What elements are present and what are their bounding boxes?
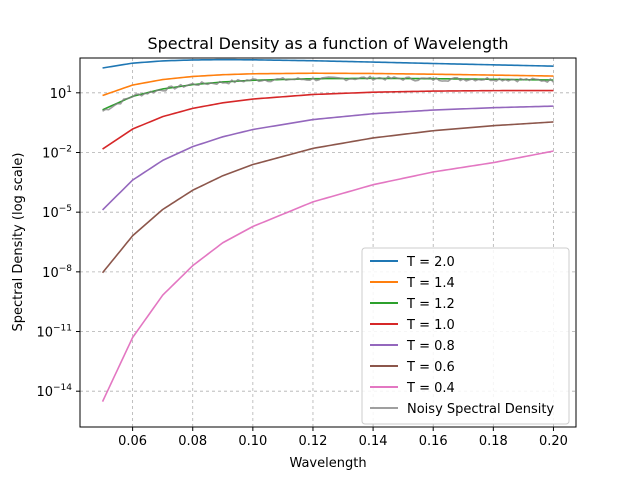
axes: 0.06 0.08 0.10 0.12 0.14 0.16 0.18 0.20 101 10−2 1… — [36, 57, 577, 449]
series-line-3 — [102, 89, 554, 150]
legend-label-0: T = 2.0 — [406, 255, 455, 270]
legend-label-1: T = 1.4 — [406, 276, 455, 291]
series-line-6 — [101, 150, 554, 402]
y-tick-label: 10−8 — [42, 264, 72, 281]
x-axis-label: Wavelength — [289, 456, 366, 471]
y-tick-label: 101 — [50, 85, 72, 102]
chart-title: Spectral Density as a function of Wavele… — [147, 34, 508, 53]
legend: T = 2.0 T = 1.4 T = 1.2 T = 1.0 T = 0.8 T = 0… — [361, 247, 570, 425]
series-line-4 — [101, 105, 554, 211]
y-axis-label: Spectral Density (log scale) — [11, 153, 26, 332]
x-tick-label: 0.16 — [419, 434, 448, 449]
legend-label-4: T = 0.8 — [406, 339, 455, 354]
legend-label-6: T = 0.4 — [406, 381, 455, 396]
legend-label-2: T = 1.2 — [406, 297, 455, 312]
y-tick-label: 10−14 — [36, 383, 72, 400]
series-line-1 — [102, 72, 554, 97]
x-tick-label: 0.14 — [359, 434, 388, 449]
y-tick-label: 10−5 — [42, 204, 72, 221]
legend-label-3: T = 1.0 — [406, 318, 455, 333]
series-line-0 — [102, 58, 554, 69]
y-tick-label: 10−2 — [42, 144, 72, 161]
plot-lines — [101, 58, 555, 402]
legend-box — [361, 247, 570, 425]
legend-label-7: Noisy Spectral Density — [407, 402, 554, 417]
series-line-7 — [102, 75, 555, 112]
axes-frame — [79, 57, 577, 428]
series-line-5 — [101, 121, 554, 274]
x-tick-label: 0.18 — [479, 434, 508, 449]
x-tick-label: 0.12 — [298, 434, 327, 449]
x-tick-label: 0.06 — [118, 434, 147, 449]
x-tick-label: 0.08 — [178, 434, 207, 449]
legend-label-5: T = 0.6 — [406, 360, 455, 375]
x-tick-label: 0.10 — [238, 434, 267, 449]
y-tick-label: 10−11 — [36, 324, 72, 341]
x-tick-label: 0.20 — [539, 434, 568, 449]
